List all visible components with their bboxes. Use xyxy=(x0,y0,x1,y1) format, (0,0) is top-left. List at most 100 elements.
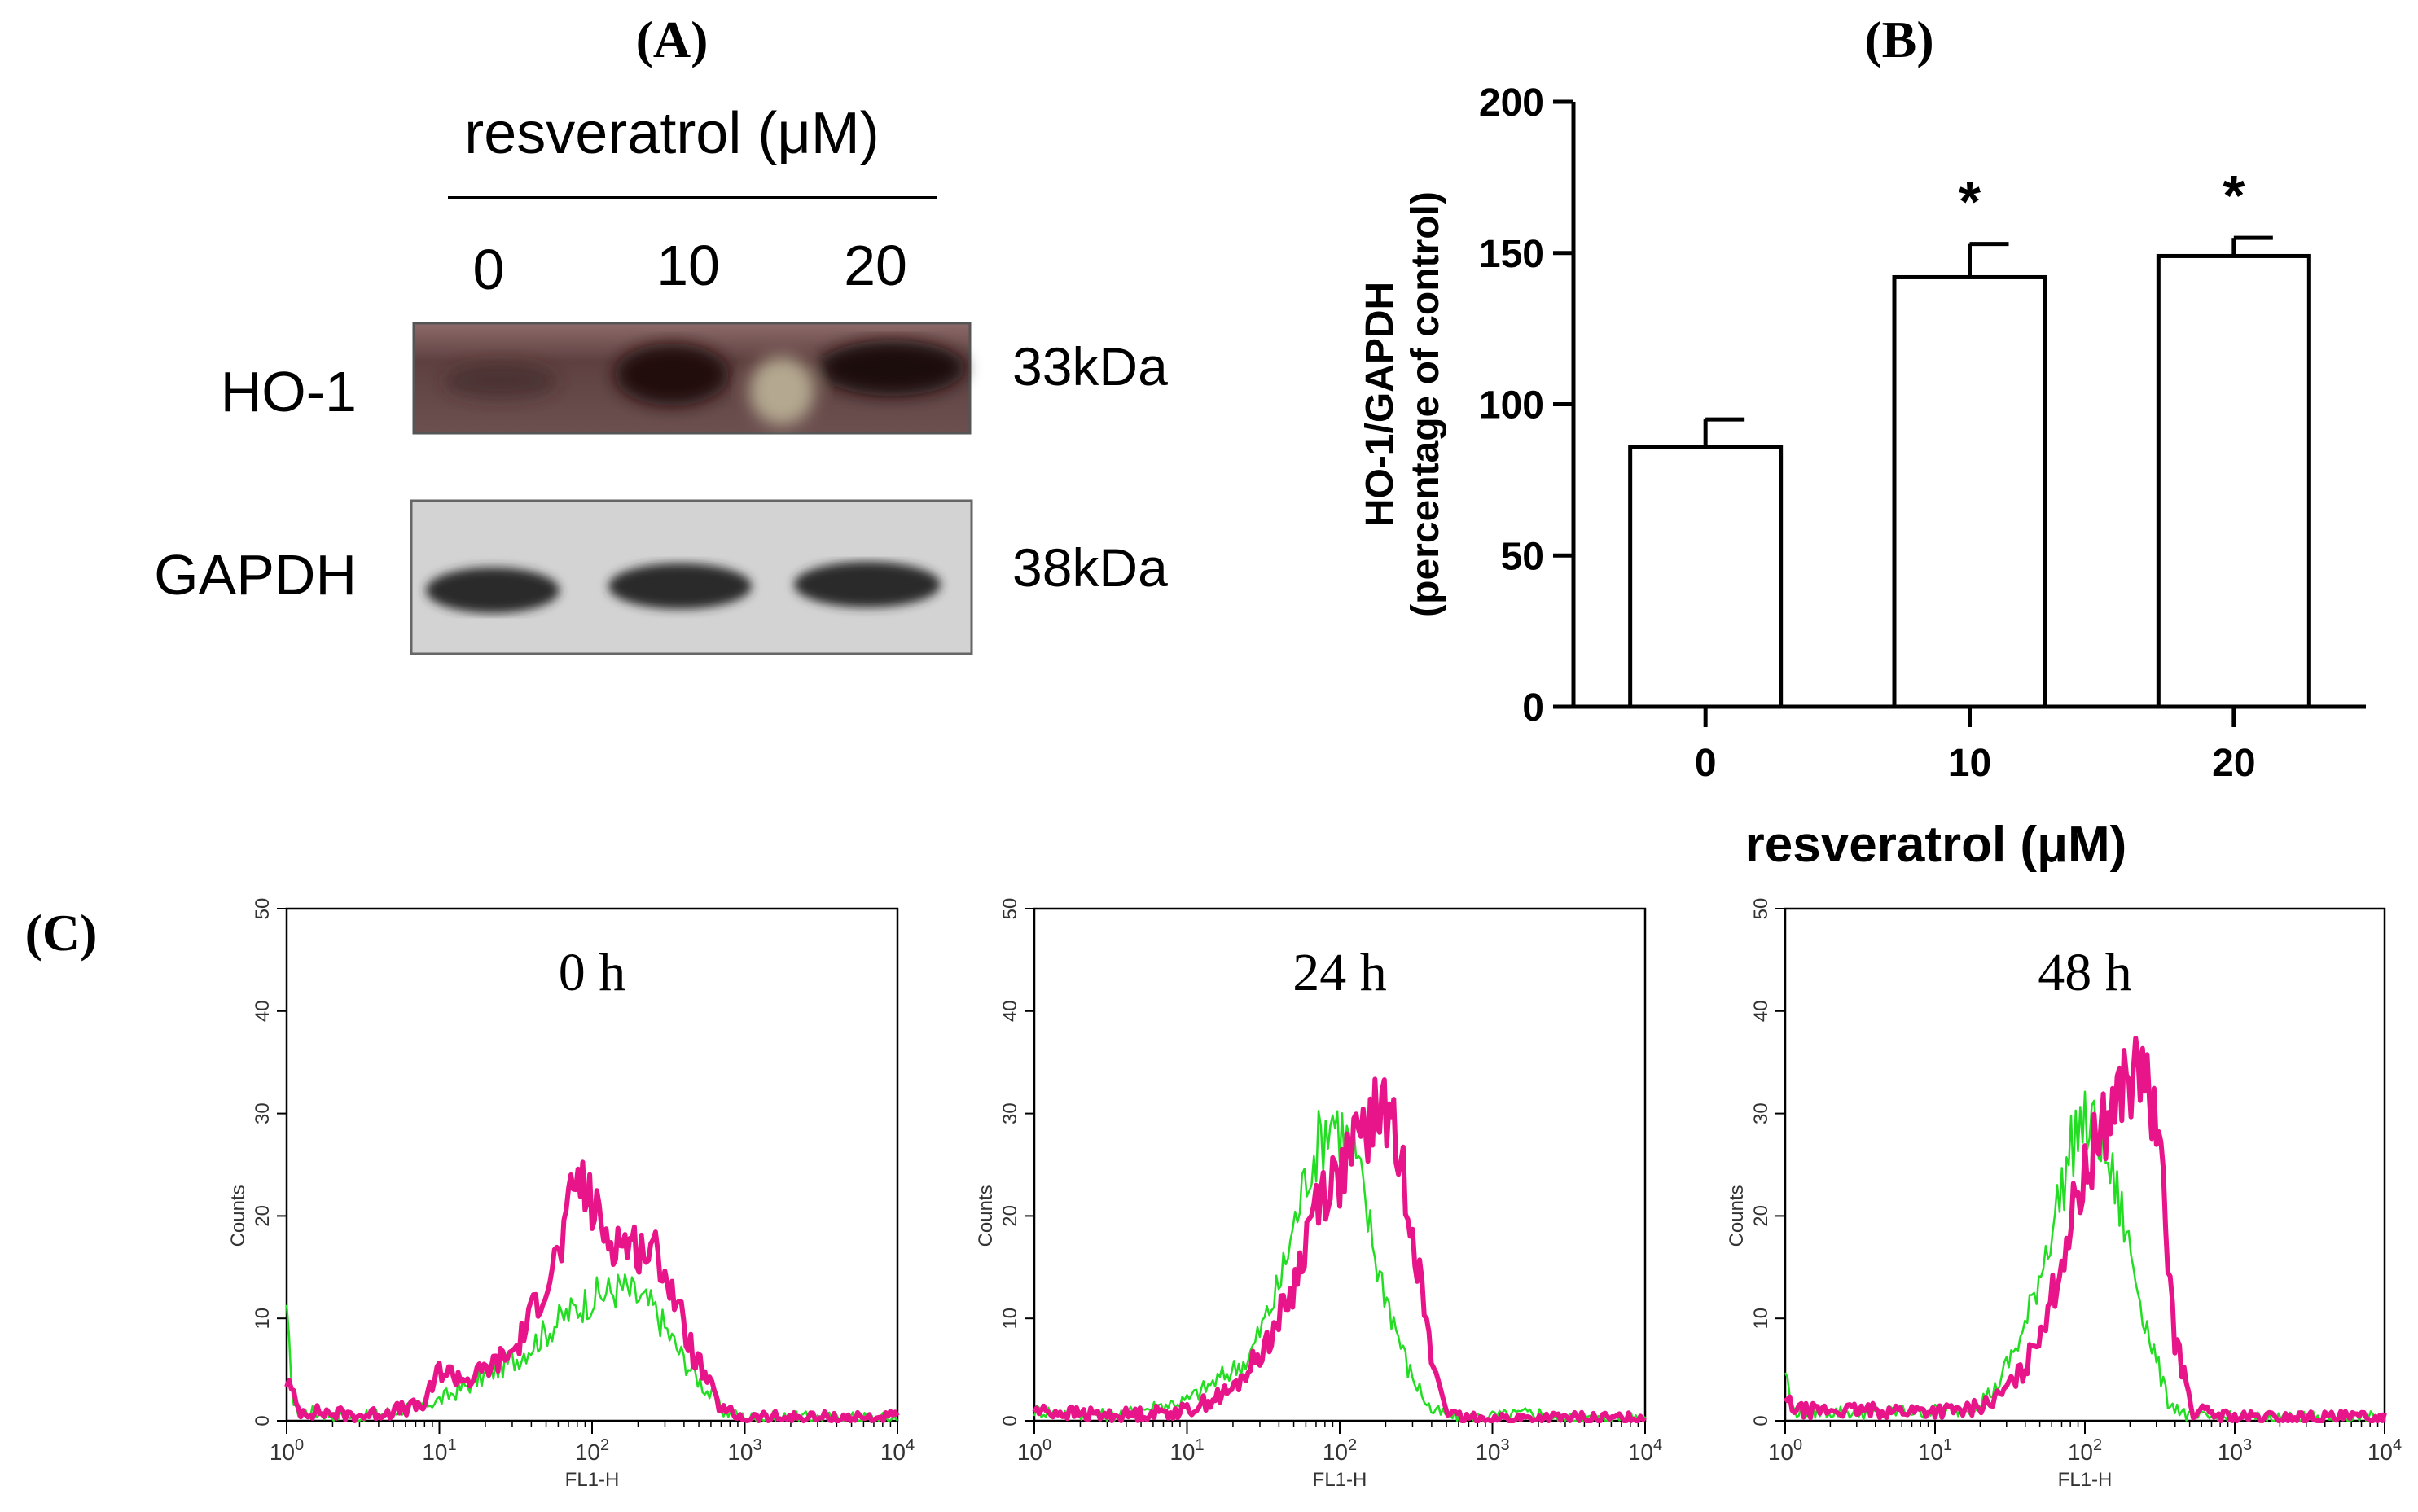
panel-b-label: (B) xyxy=(1864,11,1933,68)
blot-lane-label: 0 xyxy=(473,238,505,301)
y-tick-label: 10 xyxy=(1750,1308,1772,1330)
x-tick-exponent: 1 xyxy=(1943,1436,1952,1454)
y-axis-label: Counts xyxy=(1726,1185,1748,1247)
y-tick-label: 50 xyxy=(1750,898,1772,920)
panel-a-label: (A) xyxy=(636,11,709,68)
y-tick-label: 50 xyxy=(1501,535,1544,578)
x-tick-base: 10 xyxy=(727,1440,753,1465)
y-tick-label: 0 xyxy=(999,1415,1021,1426)
resveratrol-histogram-line xyxy=(1032,1076,1647,1423)
panel-a: (A) resveratrol (μM) 0 10 20 HO-1 33kDa … xyxy=(154,11,1168,655)
blot-row-name: HO-1 xyxy=(221,360,357,423)
resveratrol-histogram-line xyxy=(1783,1036,2387,1423)
x-tick-exponent: 3 xyxy=(2243,1436,2252,1454)
y-tick-label: 20 xyxy=(999,1205,1021,1227)
y-tick-label: 20 xyxy=(252,1205,274,1227)
x-tick-label: 0 xyxy=(1695,742,1717,785)
blot-row-size: 33kDa xyxy=(1012,336,1168,397)
blot-treatment-label: resveratrol (μM) xyxy=(464,101,880,166)
x-tick-exponent: 4 xyxy=(1653,1436,1662,1454)
histogram-title: 0 h xyxy=(559,943,626,1002)
y-tick-label: 30 xyxy=(252,1102,274,1124)
bar-chart: 0 50 100 150 200 0 10 * 20 * HO-1/GAPDH(percentage… xyxy=(1358,81,2366,873)
x-tick-label: 102 xyxy=(1323,1436,1357,1465)
x-tick-label: 102 xyxy=(575,1436,609,1465)
x-tick-exponent: 0 xyxy=(1042,1436,1051,1454)
x-tick-base: 10 xyxy=(1475,1440,1500,1465)
y-axis-label-line: (percentage of control) xyxy=(1404,191,1447,617)
histogram-title: 24 h xyxy=(1292,943,1387,1002)
x-tick-exponent: 3 xyxy=(753,1436,762,1454)
x-tick-label: 104 xyxy=(880,1436,915,1465)
x-tick-base: 10 xyxy=(2218,1440,2243,1465)
gapdh-blot-image xyxy=(410,499,973,655)
x-tick-base: 10 xyxy=(1170,1440,1195,1465)
y-tick-label: 40 xyxy=(1750,1000,1772,1022)
x-tick-base: 10 xyxy=(2368,1440,2393,1465)
x-tick-label: 104 xyxy=(1628,1436,1662,1465)
x-tick-base: 10 xyxy=(1918,1440,1943,1465)
x-tick-exponent: 1 xyxy=(448,1436,457,1454)
x-tick-base: 10 xyxy=(1768,1440,1793,1465)
histogram-title: 48 h xyxy=(2038,943,2132,1002)
x-tick-label: 100 xyxy=(1768,1436,1802,1465)
y-tick-label: 200 xyxy=(1479,81,1544,125)
y-tick-label: 10 xyxy=(999,1308,1021,1330)
x-tick-exponent: 4 xyxy=(906,1436,915,1454)
x-tick-exponent: 2 xyxy=(600,1436,609,1454)
x-tick-exponent: 2 xyxy=(1348,1436,1357,1454)
x-tick-label: 100 xyxy=(1017,1436,1051,1465)
x-tick-exponent: 0 xyxy=(1793,1436,1802,1454)
x-tick-base: 10 xyxy=(880,1440,906,1465)
blot-lane-label: 20 xyxy=(844,234,907,297)
x-tick-base: 10 xyxy=(1628,1440,1653,1465)
y-tick-label: 30 xyxy=(1750,1102,1772,1124)
y-tick-label: 30 xyxy=(999,1102,1021,1124)
ho1-blot-image xyxy=(412,322,972,435)
x-tick-label: 100 xyxy=(270,1436,304,1465)
x-tick-base: 10 xyxy=(2068,1440,2093,1465)
x-axis-label: FL1-H xyxy=(565,1469,620,1491)
x-tick-base: 10 xyxy=(575,1440,600,1465)
blot-row-name: GAPDH xyxy=(154,543,357,607)
y-tick-label: 10 xyxy=(252,1308,274,1330)
x-tick-label: 103 xyxy=(727,1436,761,1465)
y-tick-label: 0 xyxy=(1750,1415,1772,1426)
significance-marker: * xyxy=(2223,164,2245,227)
x-tick-label: 10 xyxy=(1948,742,1991,785)
x-tick-label: 103 xyxy=(2218,1436,2252,1465)
x-tick-base: 10 xyxy=(1017,1440,1042,1465)
bar xyxy=(1892,274,2047,709)
control-histogram-line xyxy=(285,1273,899,1422)
blot-row-size: 38kDa xyxy=(1012,537,1168,598)
significance-marker: * xyxy=(1959,170,1981,234)
x-tick-base: 10 xyxy=(422,1440,447,1465)
x-tick-exponent: 1 xyxy=(1196,1436,1205,1454)
x-tick-label: 104 xyxy=(2368,1436,2402,1465)
x-tick-exponent: 0 xyxy=(295,1436,304,1454)
x-tick-label: 103 xyxy=(1475,1436,1509,1465)
x-tick-exponent: 2 xyxy=(2093,1436,2102,1454)
x-tick-exponent: 3 xyxy=(1501,1436,1510,1454)
x-tick-label: 102 xyxy=(2068,1436,2102,1465)
y-tick-label: 50 xyxy=(999,898,1021,920)
y-tick-label: 150 xyxy=(1479,233,1544,276)
x-axis-label: resveratrol (μM) xyxy=(1745,817,2127,873)
x-tick-exponent: 4 xyxy=(2393,1436,2402,1454)
bar xyxy=(2156,253,2311,709)
x-tick-base: 10 xyxy=(1323,1440,1348,1465)
y-axis-label: Counts xyxy=(227,1185,249,1247)
blot-lane-label: 10 xyxy=(656,234,720,297)
y-tick-label: 40 xyxy=(999,1000,1021,1022)
x-tick-label: 101 xyxy=(1170,1436,1204,1465)
y-tick-label: 0 xyxy=(1522,686,1544,730)
x-tick-label: 101 xyxy=(422,1436,456,1465)
x-tick-base: 10 xyxy=(270,1440,295,1465)
control-histogram-line xyxy=(1784,1090,2386,1422)
panel-b: (B) 0 50 100 150 200 0 10 * 20 * HO-1/GAPDH(percen… xyxy=(1358,11,2366,873)
